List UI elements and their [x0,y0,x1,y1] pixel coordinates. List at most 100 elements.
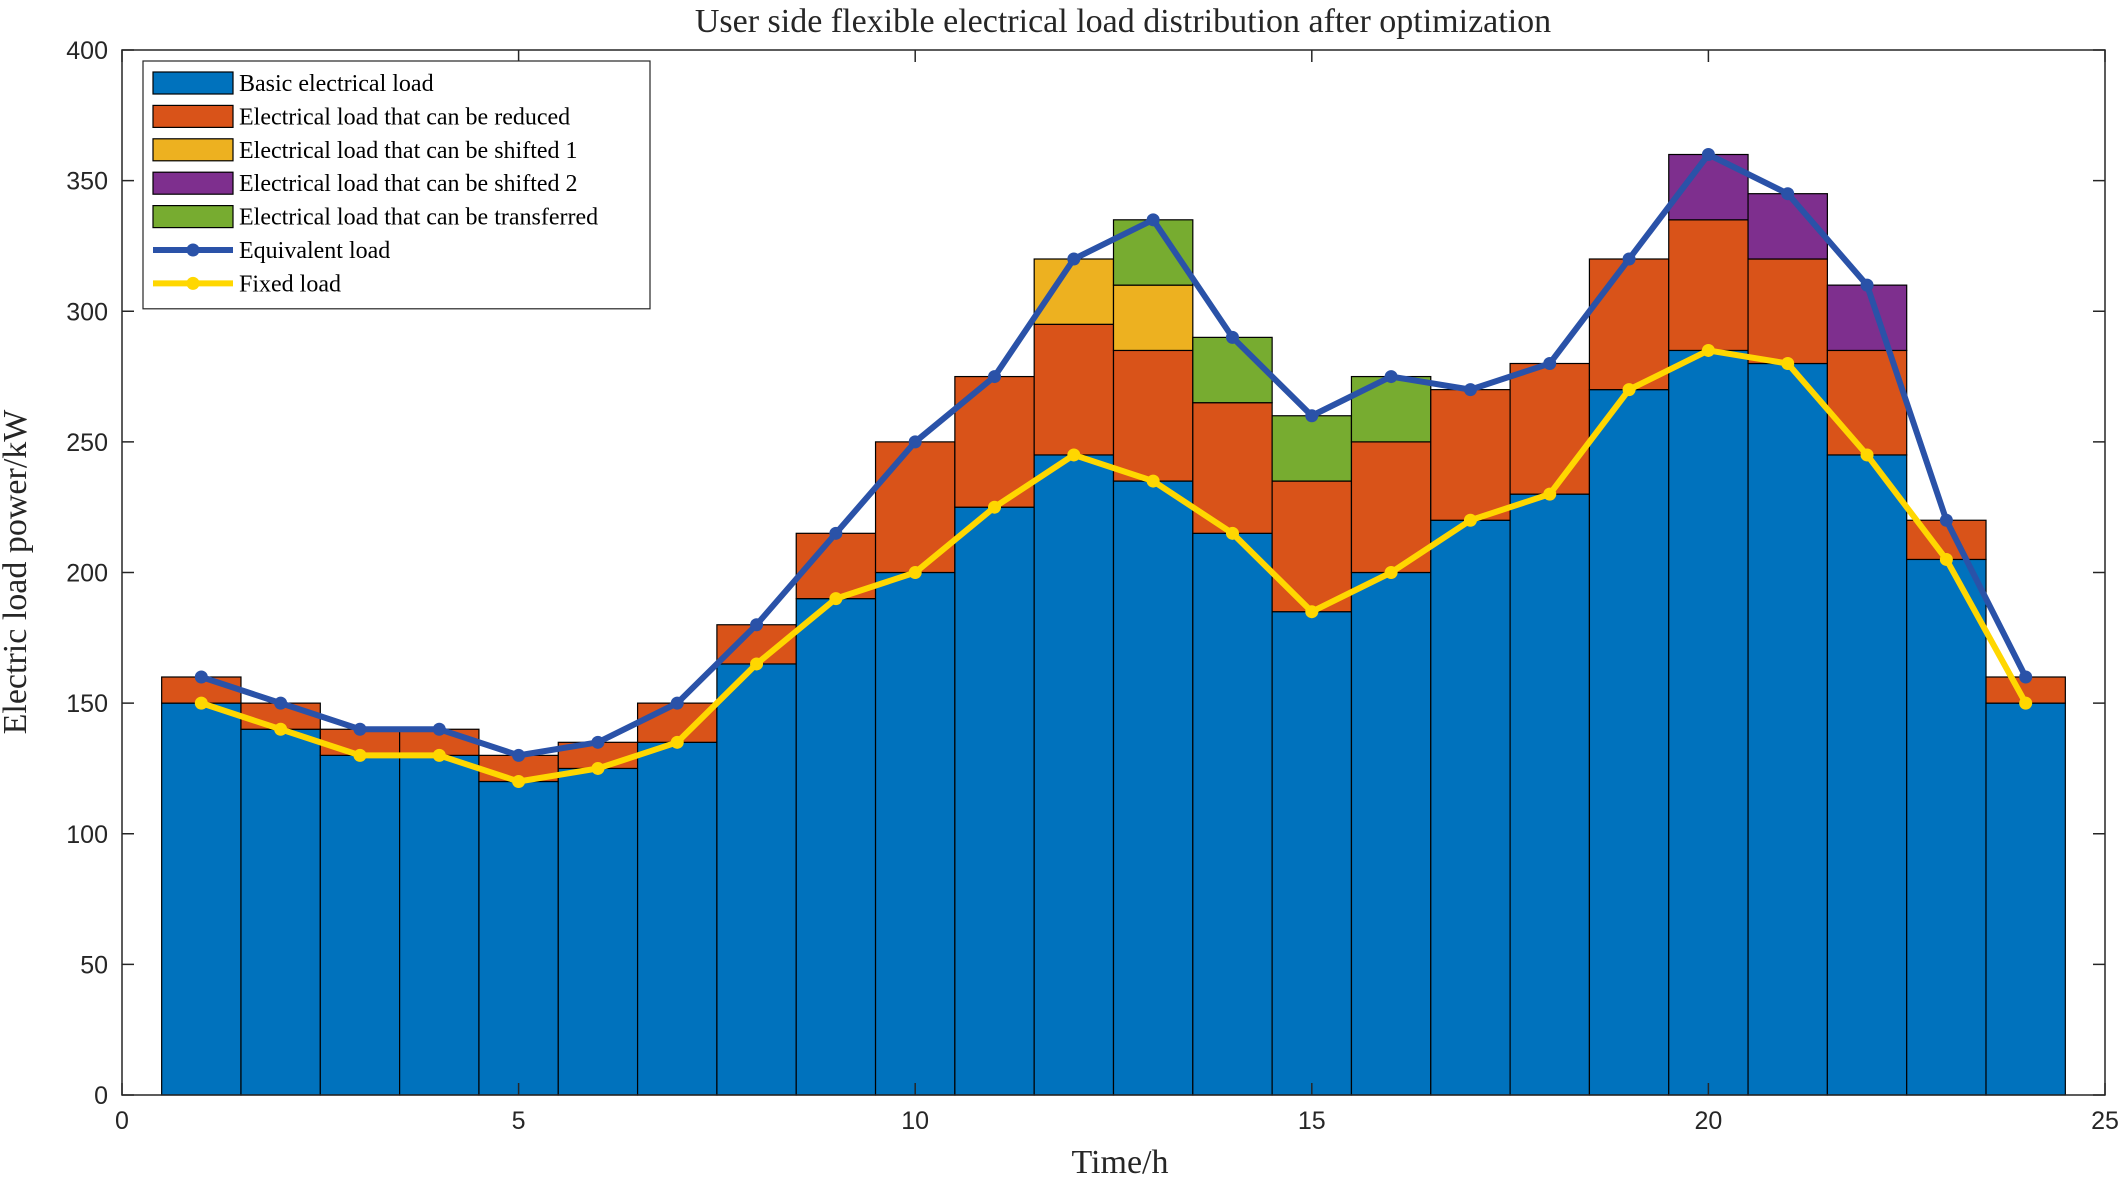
bar-electrical-load-that-can-be-reduced-h15 [1271,480,1353,613]
bar-electrical-load-that-can-be-shifted-1-h12 [1033,258,1115,325]
point-fixed-load-h4 [432,748,446,762]
bar-electrical-load-that-can-be-shifted-2-h22 [1826,284,1908,352]
lines-layer [194,148,2033,788]
legend-marker-fixed-load [186,276,200,290]
x-tick-label-10: 10 [901,1107,929,1135]
point-equivalent-load-h8 [750,618,764,632]
bar-electrical-load-that-can-be-reduced-h8 [716,624,797,665]
point-equivalent-load-h13 [1146,213,1160,227]
y-tick-label-300: 300 [66,298,108,326]
bar-electrical-load-that-can-be-transferred-h13 [1112,219,1194,286]
point-equivalent-load-h14 [1225,330,1239,344]
legend-label-electrical-load-that-can-be-shifted-2: Electrical load that can be shifted 2 [239,171,578,197]
x-tick-label-5: 5 [512,1107,526,1135]
point-equivalent-load-h16 [1384,370,1398,384]
bar-basic-electrical-load-h21 [1747,362,1828,1096]
y-tick-label-0: 0 [94,1082,108,1110]
legend-swatch-electrical-load-that-can-be-shifted-1 [152,138,234,162]
y-tick-label-150: 150 [66,690,108,718]
point-equivalent-load-h20 [1701,148,1715,161]
bar-basic-electrical-load-h11 [954,506,1035,1096]
bar-basic-electrical-load-h19 [1588,389,1670,1096]
bar-basic-electrical-load-h13 [1112,480,1194,1096]
bar-basic-electrical-load-h5 [478,780,559,1096]
legend-label-fixed-load: Fixed load [239,271,341,297]
point-fixed-load-h3 [353,748,367,762]
point-equivalent-load-h19 [1622,252,1636,266]
bar-basic-electrical-load-h18 [1509,493,1591,1096]
legend-marker-equivalent-load [186,243,200,257]
point-fixed-load-h14 [1225,526,1239,540]
bar-electrical-load-that-can-be-transferred-h14 [1192,336,1273,404]
point-equivalent-load-h6 [591,735,605,749]
bar-electrical-load-that-can-be-reduced-h19 [1588,258,1670,391]
bar-basic-electrical-load-h10 [874,571,956,1096]
x-tick-label-15: 15 [1298,1107,1326,1135]
point-fixed-load-h9 [829,592,843,606]
x-tick-label-0: 0 [115,1107,129,1135]
point-equivalent-load-h4 [432,722,446,736]
legend-swatch-electrical-load-that-can-be-transferred [152,205,234,229]
point-equivalent-load-h11 [988,370,1002,384]
bar-basic-electrical-load-h23 [1906,558,1987,1096]
bar-basic-electrical-load-h14 [1192,532,1273,1096]
bar-electrical-load-that-can-be-reduced-h16 [1350,441,1432,574]
point-fixed-load-h1 [194,696,208,710]
bar-electrical-load-that-can-be-reduced-h17 [1430,389,1511,521]
bar-basic-electrical-load-h7 [636,741,718,1096]
bar-basic-electrical-load-h17 [1430,519,1511,1096]
x-tick-label-20: 20 [1694,1107,1722,1135]
bar-electrical-load-that-can-be-reduced-h18 [1509,362,1591,495]
point-fixed-load-h20 [1701,343,1715,357]
point-fixed-load-h22 [1860,448,1874,462]
bar-electrical-load-that-can-be-transferred-h15 [1271,415,1353,482]
point-equivalent-load-h24 [2019,670,2033,684]
bar-basic-electrical-load-h1 [161,702,242,1096]
bar-basic-electrical-load-h2 [240,728,321,1096]
point-fixed-load-h19 [1622,383,1636,397]
point-fixed-load-h11 [988,500,1002,514]
point-equivalent-load-h5 [512,748,526,762]
y-tick-label-400: 400 [66,37,108,65]
legend-label-equivalent-load: Equivalent load [239,238,390,264]
point-fixed-load-h5 [512,775,526,788]
legend: Basic electrical load Electrical load tha… [142,60,651,310]
legend-label-electrical-load-that-can-be-shifted-1: Electrical load that can be shifted 1 [239,138,578,164]
legend-label-electrical-load-that-can-be-transferred: Electrical load that can be transferred [239,205,598,231]
bar-basic-electrical-load-h15 [1271,611,1353,1096]
point-fixed-load-h10 [908,566,922,579]
point-equivalent-load-h9 [829,526,843,540]
legend-swatch-basic-electrical-load [152,71,234,95]
legend-swatch-electrical-load-that-can-be-reduced [152,104,234,129]
point-equivalent-load-h12 [1067,252,1081,266]
line-fixed-load [198,347,2029,785]
bar-electrical-load-that-can-be-shifted-1-h13 [1112,284,1194,352]
bar-basic-electrical-load-h3 [319,754,401,1096]
point-fixed-load-h24 [2019,696,2033,710]
point-equivalent-load-h3 [353,722,367,736]
bar-electrical-load-that-can-be-reduced-h13 [1112,349,1194,482]
y-tick-label-50: 50 [80,951,108,979]
bar-basic-electrical-load-h8 [716,663,797,1096]
bar-basic-electrical-load-h22 [1826,454,1908,1096]
bar-basic-electrical-load-h24 [1985,702,2066,1096]
bar-basic-electrical-load-h4 [399,754,480,1096]
legend-swatch-electrical-load-that-can-be-shifted-2 [152,171,234,195]
bar-electrical-load-that-can-be-reduced-h20 [1668,219,1749,352]
bar-electrical-load-that-can-be-reduced-h21 [1747,258,1828,365]
chart-title: User side flexible electrical load distr… [695,3,1551,40]
legend-label-basic-electrical-load: Basic electrical load [239,71,434,97]
point-fixed-load-h2 [274,722,288,736]
point-equivalent-load-h15 [1305,409,1319,423]
point-fixed-load-h23 [1939,552,1953,566]
legend-label-electrical-load-that-can-be-reduced: Electrical load that can be reduced [239,104,570,130]
point-equivalent-load-h10 [908,435,922,449]
point-equivalent-load-h21 [1781,187,1795,201]
point-fixed-load-h17 [1463,513,1477,527]
point-equivalent-load-h1 [194,670,208,684]
line-equivalent-load [198,151,2029,759]
point-fixed-load-h15 [1305,605,1319,619]
point-fixed-load-h6 [591,761,605,775]
